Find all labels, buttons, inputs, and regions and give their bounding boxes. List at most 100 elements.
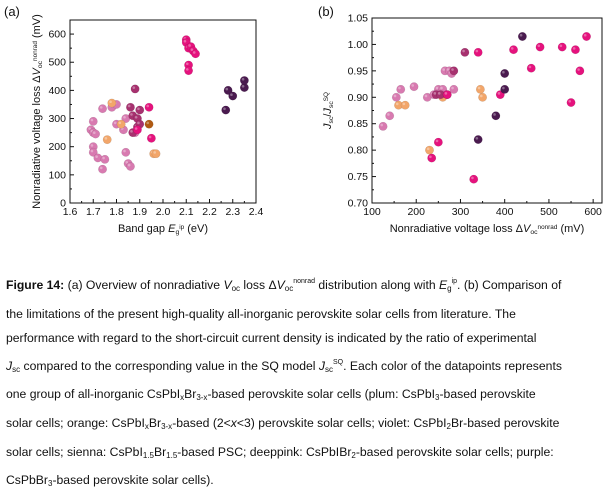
data-point-highlight bbox=[118, 121, 122, 125]
data-point-highlight bbox=[479, 94, 483, 98]
data-point-highlight bbox=[153, 151, 157, 154]
data-point-highlight bbox=[188, 44, 191, 47]
data-point-highlight bbox=[223, 107, 226, 111]
data-point bbox=[126, 161, 135, 171]
y-tick-label: 100 bbox=[48, 169, 66, 181]
data-point-highlight bbox=[393, 94, 397, 98]
data-point bbox=[98, 104, 108, 114]
plot-frame bbox=[371, 17, 603, 204]
data-point bbox=[100, 154, 110, 164]
data-point-highlight bbox=[559, 44, 563, 48]
data-point-highlight bbox=[123, 149, 126, 153]
data-point-highlight bbox=[241, 84, 245, 88]
data-point bbox=[191, 49, 201, 59]
data-point-highlight bbox=[583, 33, 587, 37]
data-point-highlight bbox=[510, 47, 514, 50]
data-point bbox=[500, 84, 510, 94]
data-point-highlight bbox=[424, 94, 428, 98]
caption-line-4: Jsc compared to the corresponding value … bbox=[6, 358, 562, 374]
data-point-highlight bbox=[134, 127, 138, 130]
x-axis-label: Band gap Egip (eV) bbox=[118, 223, 208, 236]
data-point bbox=[144, 119, 154, 129]
data-point-highlight bbox=[577, 68, 580, 71]
data-point-highlight bbox=[230, 93, 233, 97]
data-point-highlight bbox=[90, 118, 94, 122]
data-point-highlight bbox=[190, 48, 194, 51]
data-point bbox=[385, 111, 395, 121]
data-point bbox=[132, 125, 142, 135]
panel-a-label: (a) bbox=[4, 4, 20, 19]
y-tick-label: 200 bbox=[48, 141, 66, 153]
data-point bbox=[517, 32, 527, 41]
y-tick-label: 1.05 bbox=[348, 13, 369, 25]
data-point-highlight bbox=[387, 113, 390, 116]
x-tick-label: 2.0 bbox=[156, 206, 171, 218]
data-point bbox=[469, 174, 479, 184]
x-tick-label: 2.4 bbox=[249, 206, 264, 218]
x-tick-label: 500 bbox=[540, 206, 558, 218]
data-point-highlight bbox=[380, 123, 384, 127]
y-tick-label: 300 bbox=[48, 113, 66, 125]
x-tick-label: 2.3 bbox=[225, 206, 240, 218]
data-point bbox=[425, 145, 434, 155]
data-point-highlight bbox=[183, 39, 187, 43]
data-point-highlight bbox=[148, 135, 152, 139]
panel-a-chart: 1.6 1.7 1.8 1.9 2.0 2.1 2.2 2.3 2.4 0 100 200 300 400… bbox=[31, 14, 263, 236]
data-point-highlight bbox=[90, 149, 94, 153]
data-point-highlight bbox=[130, 130, 133, 133]
panel-b-chart: 100 200 300 400 500 600 0.70 0.75 0.80 0.85 0.90 0.… bbox=[322, 13, 603, 236]
data-point-highlight bbox=[185, 62, 189, 66]
panel-b-label: (b) bbox=[318, 4, 334, 19]
data-point-highlight bbox=[435, 86, 439, 90]
data-point bbox=[239, 76, 249, 85]
data-point-highlight bbox=[130, 113, 133, 116]
data-point-highlight bbox=[477, 86, 481, 90]
x-tick-label: 2.2 bbox=[202, 206, 217, 218]
data-point-highlight bbox=[437, 92, 441, 95]
x-tick-label: 1.8 bbox=[109, 206, 124, 218]
caption-figure-label: Figure 14: bbox=[6, 278, 65, 292]
y-tick-label: 0.85 bbox=[348, 118, 369, 130]
data-point bbox=[473, 135, 483, 145]
data-point bbox=[433, 137, 443, 147]
y-axis-label: Jsc/JscSQ bbox=[322, 92, 335, 130]
data-point-highlight bbox=[442, 68, 445, 71]
data-point-highlight bbox=[146, 121, 150, 125]
data-point bbox=[223, 85, 233, 95]
data-point-highlight bbox=[572, 47, 576, 50]
data-point-highlight bbox=[241, 77, 245, 81]
data-point bbox=[135, 105, 145, 115]
data-point bbox=[396, 84, 406, 94]
data-point-highlight bbox=[185, 68, 189, 71]
data-point-highlight bbox=[451, 86, 454, 90]
data-point-highlight bbox=[471, 176, 474, 180]
data-point-highlight bbox=[95, 155, 98, 158]
data-point-highlight bbox=[134, 115, 138, 119]
x-tick-label: 1.9 bbox=[132, 206, 147, 218]
y-tick-label: 600 bbox=[48, 29, 66, 41]
data-point-highlight bbox=[132, 86, 136, 89]
y-tick-label: 0.75 bbox=[348, 171, 369, 183]
data-point bbox=[130, 84, 140, 94]
figure-caption: Figure 14: (a) Overview of nonradiative … bbox=[6, 270, 606, 497]
data-point-highlight bbox=[429, 155, 432, 159]
data-point bbox=[557, 42, 567, 52]
caption-line-6: solar cells; orange: CsPbIxBr3-x-based (… bbox=[6, 415, 560, 431]
data-point-highlight bbox=[497, 92, 501, 95]
data-point-highlight bbox=[99, 106, 103, 109]
data-point-highlight bbox=[446, 68, 450, 71]
data-point bbox=[571, 45, 580, 55]
x-axis-label: Nonradiative voltage loss ΔVocnonrad (mV… bbox=[390, 223, 585, 236]
data-point-highlight bbox=[462, 49, 465, 53]
data-point bbox=[575, 66, 585, 76]
data-point bbox=[144, 102, 154, 112]
x-tick-label: 2.1 bbox=[179, 206, 194, 218]
data-point-highlight bbox=[519, 33, 523, 37]
data-point bbox=[478, 92, 488, 102]
data-point bbox=[98, 164, 108, 174]
caption-line-3: performance with regard to the short-cir… bbox=[6, 331, 537, 346]
data-point-highlight bbox=[402, 102, 406, 106]
data-point bbox=[473, 47, 483, 57]
x-tick-label: 100 bbox=[363, 206, 381, 218]
data-point-highlight bbox=[537, 44, 541, 48]
